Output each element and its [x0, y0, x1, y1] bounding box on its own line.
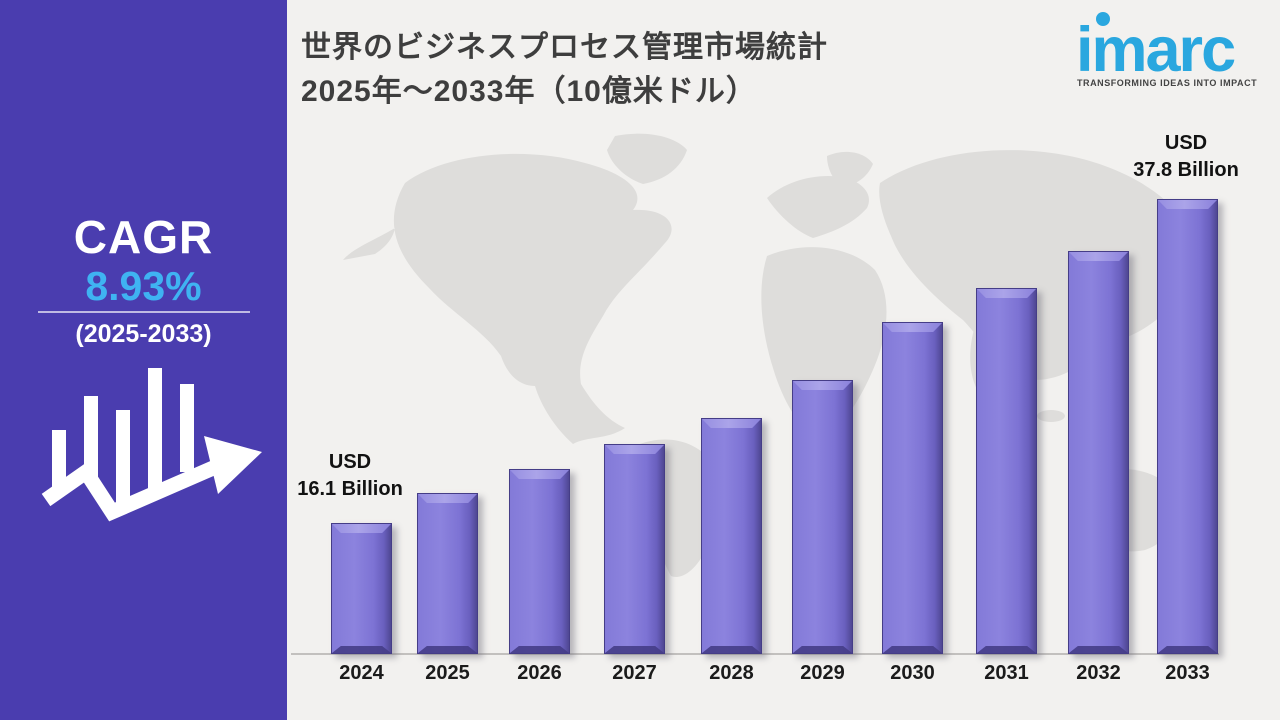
- cagr-label: CAGR: [73, 211, 214, 263]
- x-axis-line: [291, 653, 1219, 655]
- bar-2030: [882, 322, 943, 654]
- value-label-2024: USD 16.1 Billion: [244, 449, 456, 503]
- year-label-2032: 2032: [1076, 662, 1121, 684]
- bar-2029: [792, 380, 853, 654]
- year-label-2025: 2025: [425, 662, 470, 684]
- map-island-1: [1037, 410, 1065, 422]
- map-north-america: [343, 153, 672, 444]
- map-scandinavia: [827, 151, 873, 186]
- cagr-period: (2025-2033): [75, 320, 212, 348]
- imarc-logo: imarc TRANSFORMING IDEAS INTO IMPACT: [1076, 8, 1272, 100]
- title-line-2: 2025年～2033年（10億米ドル）: [301, 75, 757, 108]
- map-europe: [767, 176, 869, 238]
- bar-2031: [976, 288, 1037, 654]
- year-label-2024: 2024: [339, 662, 384, 684]
- value-label-2033-currency: USD: [1164, 132, 1208, 154]
- map-greenland: [607, 133, 687, 184]
- bar-2028: [701, 418, 762, 654]
- year-label-2031: 2031: [984, 662, 1029, 684]
- logo-i-dot-icon: [1096, 12, 1110, 26]
- growth-chart-arrow-icon: [41, 368, 262, 522]
- year-label-2027: 2027: [612, 662, 657, 684]
- bar-2024: [331, 523, 392, 654]
- year-label-2033: 2033: [1165, 662, 1210, 684]
- bar-2033: [1157, 199, 1218, 654]
- bar-2027: [604, 444, 665, 654]
- value-label-2033: USD 37.8 Billion: [1080, 130, 1280, 184]
- value-label-2024-currency: USD: [328, 451, 372, 473]
- title-line-1: 世界のビジネスプロセス管理市場統計: [301, 31, 828, 64]
- page-title: 世界のビジネスプロセス管理市場統計 2025年～2033年（10億米ドル）: [301, 26, 1201, 114]
- cagr-sidebar: CAGR 8.93% (2025-2033): [0, 0, 287, 720]
- value-label-2024-amount: 16.1 Billion: [297, 478, 403, 500]
- divider: [38, 311, 250, 313]
- year-label-2028: 2028: [709, 662, 754, 684]
- bar-2032: [1068, 251, 1129, 654]
- year-label-2030: 2030: [890, 662, 935, 684]
- cagr-value: 8.93%: [85, 263, 202, 309]
- bar-2025: [417, 493, 478, 654]
- year-label-2026: 2026: [517, 662, 562, 684]
- bar-2026: [509, 469, 570, 654]
- logo-tagline: TRANSFORMING IDEAS INTO IMPACT: [1077, 78, 1258, 88]
- logo-wordmark: imarc: [1076, 15, 1236, 85]
- value-label-2033-amount: 37.8 Billion: [1133, 159, 1239, 181]
- year-label-2029: 2029: [800, 662, 845, 684]
